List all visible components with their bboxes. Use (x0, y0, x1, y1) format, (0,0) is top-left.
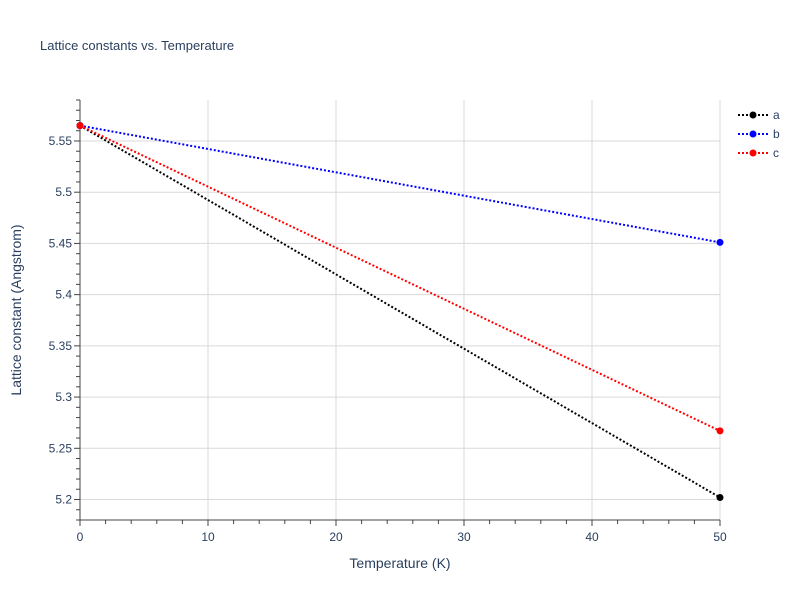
legend[interactable]: abc (738, 108, 780, 160)
y-tick-label: 5.5 (55, 185, 72, 199)
series-line-a (79, 124, 721, 499)
x-tick-label: 10 (201, 530, 215, 544)
chart-title: Lattice constants vs. Temperature (40, 38, 234, 53)
x-tick-label: 0 (77, 530, 84, 544)
legend-swatch-marker (749, 111, 757, 119)
legend-item-b[interactable]: b (738, 127, 780, 141)
legend-swatch-marker (749, 130, 757, 138)
x-tick-label: 30 (457, 530, 471, 544)
data-point-c[interactable] (76, 122, 84, 130)
y-tick-label: 5.3 (55, 390, 72, 404)
legend-label: c (773, 146, 779, 160)
x-tick-label: 20 (329, 530, 343, 544)
y-axis-title: Lattice constant (Angstrom) (8, 224, 24, 395)
legend-item-a[interactable]: a (738, 108, 780, 122)
series (76, 122, 724, 501)
grid (80, 100, 721, 520)
x-tick-label: 40 (585, 530, 599, 544)
x-tick-label: 50 (713, 530, 727, 544)
axes: 0 10 20 30 40 50 5.2 5.25 5.3 5.35 5.4 5.45 5.5 5.55 (49, 99, 727, 544)
y-tick-label: 5.35 (49, 339, 73, 353)
y-tick-label: 5.55 (49, 134, 73, 148)
legend-label: b (773, 127, 780, 141)
data-point-c[interactable] (716, 427, 724, 435)
series-line-b (79, 124, 721, 244)
legend-swatch-marker (749, 149, 757, 157)
data-point-b[interactable] (716, 238, 724, 246)
legend-item-c[interactable]: c (738, 146, 779, 160)
x-axis-title: Temperature (K) (349, 555, 450, 571)
y-tick-label: 5.25 (49, 441, 73, 455)
y-tick-label: 5.4 (55, 288, 72, 302)
legend-label: a (773, 108, 780, 122)
y-tick-label: 5.45 (49, 236, 73, 250)
series-line-c (79, 124, 721, 432)
data-point-a[interactable] (716, 493, 724, 501)
y-tick-label: 5.2 (55, 493, 72, 507)
